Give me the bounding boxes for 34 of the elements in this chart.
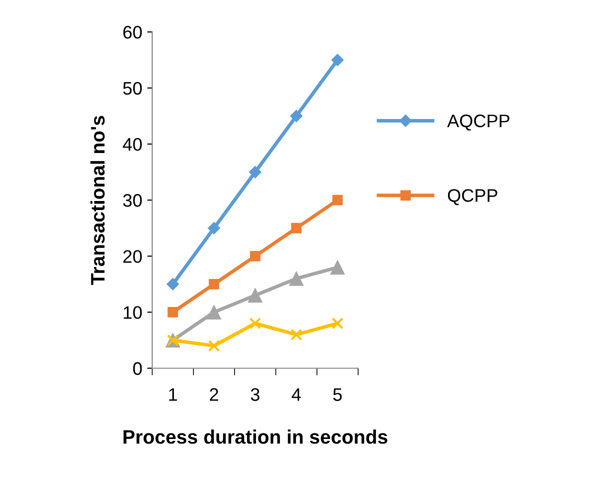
y-tick-label: 20 [123, 250, 142, 263]
y-axis-title: Transactional no's [90, 116, 105, 285]
point [208, 222, 220, 234]
point [331, 54, 344, 66]
point [290, 328, 302, 341]
legend-label: AQCPP [447, 114, 510, 131]
x-tick-label: 2 [210, 388, 218, 401]
x-tick-label: 3 [250, 388, 260, 401]
point [332, 194, 343, 206]
point [330, 260, 345, 275]
point [332, 318, 344, 330]
x-axis-title: Process duration in seconds [124, 430, 388, 444]
point [249, 318, 262, 330]
point [166, 278, 180, 290]
x-tick-label: 4 [292, 388, 301, 401]
point [250, 250, 260, 262]
point [208, 340, 220, 352]
y-tick-label: 60 [123, 26, 142, 39]
point [289, 271, 304, 286]
point [248, 166, 262, 178]
point [208, 278, 220, 290]
point [206, 304, 222, 320]
y-tick-label: 10 [124, 306, 142, 319]
x-tick-label: 5 [333, 388, 342, 401]
y-tick-label: 50 [123, 82, 142, 95]
y-tick-label: 0 [133, 362, 142, 375]
point [168, 306, 178, 318]
point [248, 288, 262, 303]
point [290, 110, 303, 122]
point [291, 222, 302, 234]
x-tick-label: 1 [169, 388, 177, 401]
y-tick-label: 30 [123, 194, 142, 207]
legend-label: QCPP [448, 189, 498, 206]
y-tick-label: 40 [122, 138, 142, 151]
